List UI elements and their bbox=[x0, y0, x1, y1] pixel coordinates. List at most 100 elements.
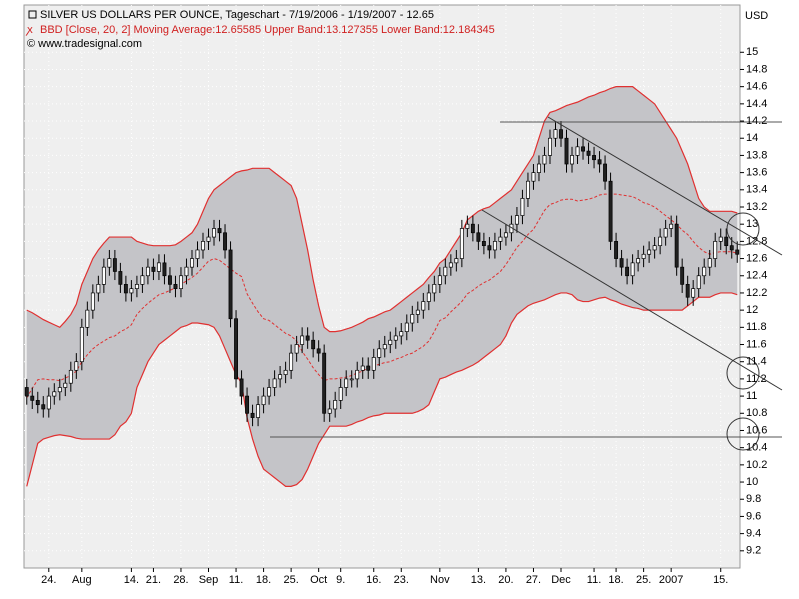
lower-band bbox=[26, 292, 738, 487]
candle-body bbox=[239, 378, 244, 397]
candle-body bbox=[713, 241, 718, 259]
candle-body bbox=[625, 266, 630, 277]
candle-body bbox=[24, 387, 29, 397]
y-tick-label: 12.8 bbox=[746, 235, 767, 247]
candle-body bbox=[399, 331, 404, 337]
candle-body bbox=[134, 284, 139, 289]
candle-body bbox=[537, 163, 541, 173]
candle-body bbox=[542, 155, 547, 165]
y-tick-label: 14.4 bbox=[746, 98, 767, 110]
candle-body bbox=[581, 146, 585, 152]
candle-body bbox=[443, 266, 448, 277]
candle-body bbox=[107, 258, 112, 268]
candle-body bbox=[179, 275, 183, 289]
y-tick-label: 9.2 bbox=[746, 545, 761, 557]
candle-body bbox=[669, 223, 674, 229]
indicator-icon: ꭗ bbox=[25, 24, 33, 36]
candle-body bbox=[724, 236, 729, 247]
y-tick-label: 11.8 bbox=[746, 321, 767, 333]
y-tick-label: 10.4 bbox=[746, 442, 767, 454]
x-tick-label: 27. bbox=[526, 574, 541, 586]
x-tick-label: 2007 bbox=[659, 574, 683, 586]
y-tick-label: 10 bbox=[746, 476, 758, 488]
candle-body bbox=[283, 369, 288, 375]
candle-body bbox=[630, 262, 635, 277]
bands bbox=[26, 86, 738, 487]
candle-body bbox=[74, 361, 79, 371]
y-tick-label: 11.6 bbox=[746, 338, 767, 350]
candle-body bbox=[96, 284, 101, 294]
candle-body bbox=[520, 198, 525, 216]
candle-body bbox=[531, 172, 536, 182]
candle-body bbox=[410, 314, 415, 324]
candle-body bbox=[140, 275, 145, 285]
x-tick-label: Sep bbox=[199, 574, 219, 586]
candle-body bbox=[674, 223, 679, 268]
x-tick-label: 9. bbox=[336, 574, 345, 586]
candle-body bbox=[548, 137, 552, 156]
candle-body bbox=[300, 335, 305, 345]
x-tick-label: 13. bbox=[471, 574, 486, 586]
candle-body bbox=[46, 395, 51, 410]
candle-body bbox=[382, 344, 387, 350]
candle-body bbox=[575, 146, 580, 156]
indicator-label: BBD [Close, 20, 2] Moving Average:12.655… bbox=[40, 24, 495, 36]
candle-body bbox=[366, 365, 371, 371]
x-tick-label: 16. bbox=[366, 574, 381, 586]
candle-body bbox=[289, 352, 294, 371]
drawings bbox=[270, 116, 783, 451]
candle-body bbox=[151, 266, 156, 272]
y-tick-label: 12.2 bbox=[746, 287, 767, 299]
candle-body bbox=[729, 245, 734, 251]
candle-body bbox=[145, 266, 150, 277]
candle-body bbox=[619, 258, 624, 268]
candle-body bbox=[272, 378, 277, 388]
x-tick-label: 24. bbox=[41, 574, 56, 586]
candle-body bbox=[498, 236, 503, 242]
candle-body bbox=[696, 275, 701, 289]
candle-body bbox=[393, 335, 398, 341]
candle-body bbox=[223, 232, 227, 251]
candle-body bbox=[658, 236, 663, 247]
candle-body bbox=[173, 284, 178, 289]
candle-body bbox=[487, 245, 492, 251]
candle-body bbox=[316, 348, 321, 354]
candle-body bbox=[553, 129, 558, 139]
candle-body bbox=[371, 357, 376, 371]
candle-body bbox=[718, 236, 723, 242]
x-tick-label: 20. bbox=[498, 574, 513, 586]
x-tick-label: 25. bbox=[283, 574, 298, 586]
candle-body bbox=[454, 258, 459, 264]
candle-body bbox=[641, 253, 646, 259]
marker-circle bbox=[726, 356, 760, 390]
candle-body bbox=[123, 284, 128, 294]
candle-body bbox=[448, 262, 453, 268]
candle-body bbox=[85, 309, 90, 328]
y-tick-label: 13 bbox=[746, 218, 758, 230]
candle-body bbox=[707, 258, 712, 268]
candle-body bbox=[311, 339, 316, 350]
candle-body bbox=[261, 395, 266, 406]
candle-body bbox=[41, 404, 46, 410]
y-tick-label: 10.6 bbox=[746, 424, 767, 436]
candle-body bbox=[492, 241, 497, 251]
candle-body bbox=[162, 262, 167, 277]
candle-body bbox=[217, 228, 222, 234]
candle-body bbox=[481, 241, 486, 247]
candle-body bbox=[57, 387, 62, 393]
candle-body bbox=[735, 249, 740, 255]
y-tick-label: 11.2 bbox=[746, 373, 767, 385]
candle-body bbox=[190, 258, 194, 268]
y-tick-label: 9.4 bbox=[746, 528, 761, 540]
candle-body bbox=[256, 404, 261, 418]
candle-body bbox=[305, 335, 310, 341]
candle-body bbox=[52, 391, 57, 397]
candle-body bbox=[79, 326, 84, 363]
candle-body bbox=[421, 301, 426, 311]
x-tick-label: 15. bbox=[713, 574, 728, 586]
candle-body bbox=[702, 266, 707, 277]
candle-body bbox=[327, 408, 332, 414]
candle-body bbox=[101, 266, 106, 285]
candle-body bbox=[349, 378, 354, 381]
candle-body bbox=[680, 266, 685, 285]
